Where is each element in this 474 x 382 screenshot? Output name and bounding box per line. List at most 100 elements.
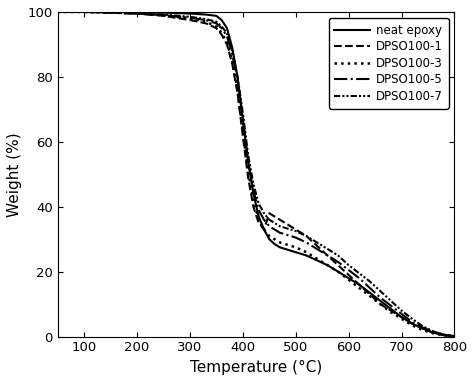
DPSO100-7 bbox=[325, 247, 330, 251]
DPSO100-3 bbox=[266, 234, 272, 238]
DPSO100-5 bbox=[240, 117, 246, 121]
DPSO100-1 bbox=[277, 217, 283, 222]
DPSO100-1 bbox=[224, 42, 230, 47]
DPSO100-1 bbox=[240, 133, 246, 138]
DPSO100-3 bbox=[240, 130, 246, 134]
DPSO100-7 bbox=[224, 31, 230, 36]
DPSO100-5 bbox=[430, 329, 436, 334]
DPSO100-7 bbox=[219, 24, 225, 29]
DPSO100-1 bbox=[213, 26, 219, 31]
DPSO100-5 bbox=[251, 188, 256, 193]
DPSO100-5 bbox=[256, 208, 262, 212]
DPSO100-5 bbox=[134, 11, 140, 16]
DPSO100-7 bbox=[410, 316, 415, 321]
DPSO100-3 bbox=[378, 302, 383, 306]
DPSO100-3 bbox=[430, 331, 436, 336]
DPSO100-7 bbox=[235, 74, 240, 79]
DPSO100-5 bbox=[283, 232, 288, 236]
DPSO100-3 bbox=[219, 31, 225, 36]
DPSO100-7 bbox=[356, 271, 362, 275]
DPSO100-3 bbox=[441, 333, 447, 338]
DPSO100-1 bbox=[410, 321, 415, 326]
DPSO100-3 bbox=[335, 269, 341, 274]
DPSO100-1 bbox=[346, 273, 352, 277]
DPSO100-1 bbox=[261, 227, 267, 232]
DPSO100-7 bbox=[229, 49, 235, 53]
DPSO100-3 bbox=[224, 40, 230, 45]
DPSO100-5 bbox=[203, 18, 209, 23]
DPSO100-1 bbox=[288, 224, 293, 228]
DPSO100-3 bbox=[325, 263, 330, 267]
DPSO100-3 bbox=[356, 286, 362, 290]
DPSO100-5 bbox=[378, 295, 383, 300]
neat epoxy bbox=[134, 10, 140, 14]
DPSO100-1 bbox=[314, 243, 320, 248]
DPSO100-7 bbox=[367, 279, 373, 284]
DPSO100-3 bbox=[213, 24, 219, 29]
DPSO100-7 bbox=[399, 308, 404, 313]
DPSO100-3 bbox=[346, 277, 352, 282]
DPSO100-5 bbox=[187, 16, 193, 20]
DPSO100-3 bbox=[399, 316, 404, 321]
DPSO100-1 bbox=[219, 32, 225, 37]
DPSO100-3 bbox=[410, 323, 415, 327]
DPSO100-3 bbox=[245, 169, 251, 173]
neat epoxy bbox=[229, 45, 235, 50]
neat epoxy bbox=[346, 276, 352, 280]
Line: DPSO100-5: DPSO100-5 bbox=[58, 12, 455, 336]
DPSO100-7 bbox=[378, 289, 383, 293]
DPSO100-1 bbox=[303, 234, 309, 238]
neat epoxy bbox=[219, 18, 225, 23]
neat epoxy bbox=[420, 326, 426, 331]
DPSO100-1 bbox=[256, 221, 262, 225]
DPSO100-7 bbox=[266, 217, 272, 222]
DPSO100-5 bbox=[367, 286, 373, 290]
DPSO100-7 bbox=[452, 334, 457, 338]
DPSO100-7 bbox=[251, 182, 256, 186]
DPSO100-5 bbox=[410, 320, 415, 324]
DPSO100-1 bbox=[229, 62, 235, 66]
DPSO100-7 bbox=[203, 17, 209, 21]
neat epoxy bbox=[356, 282, 362, 287]
DPSO100-5 bbox=[420, 325, 426, 330]
DPSO100-7 bbox=[293, 229, 299, 233]
DPSO100-3 bbox=[272, 237, 277, 241]
DPSO100-3 bbox=[161, 13, 166, 18]
Y-axis label: Weight (%): Weight (%) bbox=[7, 132, 22, 217]
DPSO100-5 bbox=[388, 303, 394, 308]
neat epoxy bbox=[399, 315, 404, 319]
DPSO100-5 bbox=[441, 332, 447, 337]
DPSO100-5 bbox=[272, 227, 277, 232]
Line: DPSO100-3: DPSO100-3 bbox=[58, 12, 455, 336]
DPSO100-1 bbox=[430, 330, 436, 335]
DPSO100-1 bbox=[335, 263, 341, 267]
neat epoxy bbox=[187, 11, 193, 16]
DPSO100-7 bbox=[420, 324, 426, 329]
Line: DPSO100-7: DPSO100-7 bbox=[58, 12, 455, 336]
DPSO100-7 bbox=[441, 332, 447, 337]
DPSO100-5 bbox=[346, 268, 352, 272]
DPSO100-5 bbox=[266, 224, 272, 228]
DPSO100-7 bbox=[55, 10, 61, 14]
DPSO100-5 bbox=[235, 78, 240, 83]
Legend: neat epoxy, DPSO100-1, DPSO100-3, DPSO100-5, DPSO100-7: neat epoxy, DPSO100-1, DPSO100-3, DPSO10… bbox=[328, 18, 448, 109]
neat epoxy bbox=[430, 330, 436, 335]
DPSO100-7 bbox=[277, 224, 283, 228]
neat epoxy bbox=[224, 26, 230, 31]
DPSO100-3 bbox=[261, 227, 267, 232]
DPSO100-7 bbox=[388, 299, 394, 303]
DPSO100-3 bbox=[288, 243, 293, 248]
DPSO100-1 bbox=[325, 253, 330, 258]
neat epoxy bbox=[272, 242, 277, 246]
DPSO100-1 bbox=[378, 302, 383, 306]
DPSO100-1 bbox=[81, 10, 87, 14]
DPSO100-7 bbox=[288, 227, 293, 232]
DPSO100-1 bbox=[420, 326, 426, 331]
Line: neat epoxy: neat epoxy bbox=[58, 12, 455, 336]
neat epoxy bbox=[314, 258, 320, 262]
DPSO100-1 bbox=[452, 334, 457, 338]
DPSO100-1 bbox=[245, 175, 251, 180]
DPSO100-7 bbox=[272, 221, 277, 225]
DPSO100-3 bbox=[108, 10, 113, 15]
DPSO100-3 bbox=[256, 217, 262, 222]
